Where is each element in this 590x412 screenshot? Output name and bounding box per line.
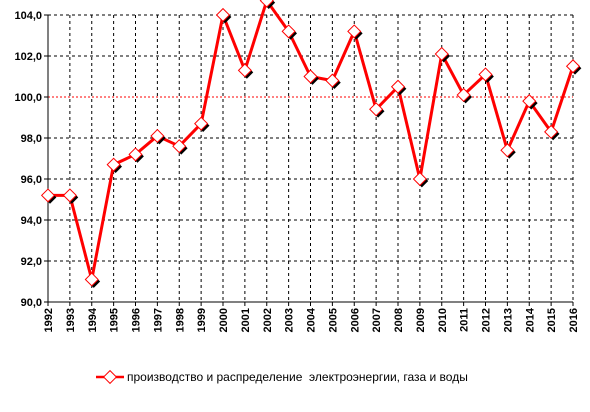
y-tick-label: 102,0 <box>14 51 42 63</box>
y-tick-label: 100,0 <box>14 92 42 104</box>
x-tick-label: 2013 <box>502 308 514 332</box>
x-tick-label: 1994 <box>87 307 99 332</box>
data-point <box>40 188 56 203</box>
x-tick-label: 1993 <box>65 308 77 332</box>
legend-label: производство и распределение электроэнер… <box>127 370 468 384</box>
x-tick-label: 2011 <box>459 308 471 332</box>
x-tick-label: 2008 <box>393 308 405 332</box>
x-tick-label: 2010 <box>437 308 449 332</box>
data-point <box>544 124 559 139</box>
y-tick-label: 90,0 <box>21 297 42 309</box>
x-tick-label: 2001 <box>240 308 252 332</box>
data-point <box>390 79 406 94</box>
x-tick-label: 2006 <box>349 308 361 332</box>
series-group <box>40 0 582 288</box>
data-point <box>150 128 165 144</box>
x-tick-label: 2012 <box>481 308 493 332</box>
x-tick-label: 2004 <box>306 307 318 332</box>
y-tick-label: 94,0 <box>21 215 42 227</box>
x-tick-label: 1995 <box>109 308 121 332</box>
x-tick-label: 2009 <box>415 308 427 332</box>
y-tick-label: 92,0 <box>21 256 42 268</box>
data-point <box>369 102 384 117</box>
data-point <box>215 7 231 23</box>
data-point <box>522 94 537 109</box>
x-tick-label: 2005 <box>327 308 339 332</box>
y-tick-label: 96,0 <box>21 174 42 186</box>
x-tick-label: 1996 <box>131 308 143 332</box>
data-point <box>347 24 362 39</box>
data-point <box>303 69 318 84</box>
x-tick-labels: 1992 1993 1994 1995 1996 1997 1998 1999 2000 2001… <box>43 302 580 332</box>
x-tick-label: 2007 <box>371 308 383 332</box>
x-tick-label: 1992 <box>43 308 55 332</box>
data-point <box>194 116 209 131</box>
data-point <box>281 24 296 39</box>
data-point <box>84 272 99 287</box>
data-point <box>565 59 581 74</box>
data-point <box>237 63 252 78</box>
y-tick-labels: 90,0 92,0 94,0 96,0 98,0 100,0 102,0 104,0 <box>14 10 48 309</box>
data-point <box>456 87 471 103</box>
data-point <box>128 147 143 162</box>
x-tick-label: 2000 <box>218 308 230 332</box>
data-point <box>434 46 449 62</box>
x-tick-label: 2002 <box>262 308 274 332</box>
x-tick-label: 1999 <box>196 308 208 332</box>
y-tick-label: 98,0 <box>21 133 42 145</box>
data-point <box>62 188 77 203</box>
x-tick-label: 1998 <box>174 308 186 332</box>
data-point <box>325 73 340 88</box>
x-tick-label: 1997 <box>152 308 164 332</box>
data-point <box>478 67 493 82</box>
legend-marker <box>102 369 118 385</box>
x-tick-label: 2003 <box>284 308 296 332</box>
legend: производство и распределение электроэнер… <box>96 369 468 385</box>
y-tick-label: 104,0 <box>14 10 42 22</box>
data-point <box>412 171 427 187</box>
data-point <box>106 157 121 172</box>
x-tick-label: 2014 <box>524 307 536 332</box>
data-point <box>172 139 187 154</box>
x-tick-label: 2016 <box>568 308 580 332</box>
data-point <box>259 0 274 8</box>
data-point <box>500 143 515 158</box>
x-tick-label: 2015 <box>546 308 558 332</box>
